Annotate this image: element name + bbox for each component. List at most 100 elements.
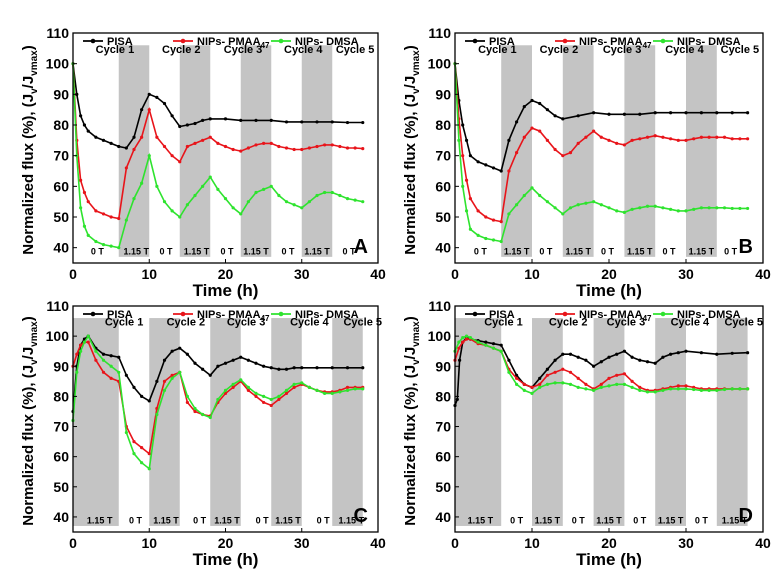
field-label: 0 T: [343, 246, 357, 256]
data-point: [79, 114, 83, 118]
y-tick-label: 60: [53, 178, 69, 194]
x-tick-label: 10: [524, 535, 540, 551]
data-point: [124, 430, 128, 435]
data-point: [538, 101, 542, 106]
legend-text: NIPs- DMSA: [295, 309, 359, 321]
data-point: [576, 141, 580, 145]
data-point: [292, 366, 296, 370]
x-axis-title: Time (h): [576, 550, 642, 569]
y-axis-text: ): [20, 316, 37, 321]
data-point: [109, 354, 113, 358]
x-tick-label: 0: [69, 535, 77, 551]
x-tick-label: 20: [218, 535, 234, 551]
data-point: [630, 385, 634, 389]
data-point: [599, 360, 603, 364]
field-label: 0 T: [474, 246, 488, 256]
legend-marker: [180, 311, 186, 317]
data-point: [699, 135, 704, 139]
data-point: [246, 200, 250, 204]
data-point: [699, 351, 704, 355]
data-point: [284, 200, 289, 204]
data-point: [669, 111, 673, 115]
data-point: [476, 340, 480, 344]
data-point: [507, 370, 511, 374]
data-point: [699, 388, 704, 392]
field-label: 1.15 T: [87, 516, 113, 526]
y-tick-label: 100: [428, 328, 452, 344]
x-tick-label: 30: [294, 535, 310, 551]
data-point: [155, 412, 159, 417]
data-point: [676, 209, 680, 213]
data-point: [79, 178, 83, 182]
data-point: [185, 400, 189, 405]
data-point: [170, 373, 174, 377]
data-point: [457, 138, 461, 142]
data-point: [94, 358, 98, 362]
data-point: [231, 358, 235, 362]
y-tick-label: 70: [53, 148, 69, 164]
data-point: [277, 397, 281, 402]
y-axis-title: Normalized flux (%), (Jv/Jvmax): [402, 45, 422, 255]
data-point: [353, 387, 357, 391]
data-point: [323, 391, 327, 395]
data-point: [746, 351, 750, 355]
y-axis-subscript: vmax: [411, 321, 422, 347]
legend-text: NIPs- DMSA: [295, 36, 359, 48]
data-point: [162, 101, 167, 106]
data-point: [730, 206, 734, 211]
data-point: [101, 138, 106, 142]
data-point: [162, 388, 167, 392]
y-tick-label: 40: [435, 509, 451, 525]
field-label: 1.15 T: [689, 246, 715, 256]
data-point: [284, 120, 289, 124]
y-axis-text: ): [20, 45, 37, 50]
data-point: [669, 387, 673, 391]
x-tick-label: 30: [294, 266, 310, 282]
field-label: 1.15 T: [468, 516, 494, 526]
data-point: [140, 446, 144, 450]
data-point: [338, 144, 342, 149]
data-point: [124, 166, 128, 170]
data-point: [738, 137, 742, 141]
panel-label: A: [354, 236, 368, 258]
data-point: [499, 220, 503, 224]
data-point: [522, 382, 526, 386]
data-point: [254, 190, 258, 195]
data-point: [269, 397, 273, 402]
data-point: [231, 206, 235, 210]
y-tick-label: 80: [53, 388, 69, 404]
data-point: [193, 141, 197, 145]
cycle-label: Cycle 5: [724, 317, 763, 329]
data-point: [615, 373, 619, 377]
data-point: [193, 121, 197, 126]
data-point: [330, 391, 334, 395]
data-point: [461, 184, 465, 188]
data-point: [707, 135, 711, 139]
data-point: [361, 366, 365, 370]
data-point: [162, 144, 167, 149]
x-tick-label: 10: [141, 535, 157, 551]
data-point: [201, 118, 205, 122]
data-point: [468, 227, 472, 231]
data-point: [361, 387, 365, 391]
data-point: [216, 141, 220, 145]
data-point: [223, 361, 228, 365]
field-label: 0 T: [317, 516, 331, 526]
data-point: [553, 206, 557, 210]
data-point: [155, 135, 159, 139]
data-point: [284, 388, 289, 392]
y-tick-label: 110: [428, 298, 451, 314]
data-point: [684, 349, 688, 353]
y-tick-label: 70: [435, 148, 451, 164]
data-point: [561, 352, 565, 356]
y-tick-label: 70: [53, 419, 69, 435]
data-point: [269, 366, 273, 370]
data-point: [223, 144, 228, 149]
field-label: 0 T: [282, 246, 296, 256]
data-point: [262, 141, 266, 145]
data-point: [722, 206, 727, 210]
data-point: [576, 203, 580, 207]
data-point: [269, 184, 273, 188]
data-point: [323, 143, 327, 147]
data-point: [140, 135, 144, 139]
